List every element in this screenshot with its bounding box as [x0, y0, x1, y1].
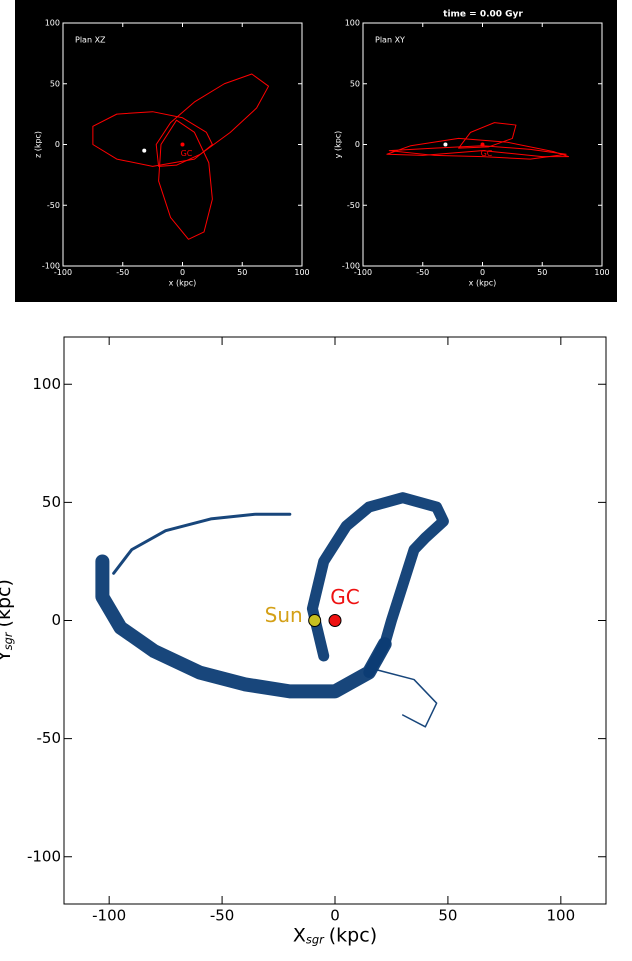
y-tick-label: -100	[342, 262, 360, 271]
stream	[112, 512, 292, 575]
x-tick-label: 100	[594, 268, 609, 277]
top-panel-background	[15, 0, 617, 302]
x-tick-label: 100	[547, 907, 576, 925]
x-axis-label-part: (kpc)	[329, 924, 377, 946]
orbit	[158, 119, 213, 240]
x-axis-label: x (kpc)	[469, 278, 497, 287]
marker	[443, 142, 448, 147]
y-tick-label: 100	[32, 375, 61, 393]
time-annotation: time = 0.00 Gyr	[443, 10, 523, 20]
y-axis-label: y (kpc)	[334, 131, 343, 159]
marker	[308, 614, 322, 627]
y-tick-label: 50	[350, 79, 360, 88]
y-axis-label-part: (kpc)	[0, 579, 15, 627]
orbit	[388, 145, 567, 160]
y-axis-label-part: sgr	[1, 631, 15, 650]
marker-label: Sun	[265, 603, 303, 627]
x-tick-label: -50	[416, 268, 429, 277]
x-axis-label-part: X	[293, 924, 306, 946]
marker	[142, 148, 147, 153]
x-tick-label: 50	[438, 907, 457, 925]
x-tick-label: -100	[92, 907, 126, 925]
stream	[95, 554, 392, 699]
marker	[180, 142, 185, 147]
y-tick-label: 0	[355, 140, 360, 149]
x-tick-label: 100	[294, 268, 309, 277]
stream	[368, 667, 438, 728]
y-tick-label: 50	[42, 493, 61, 511]
stream	[306, 492, 449, 678]
y-tick-label: 100	[45, 19, 60, 28]
y-tick-label: 0	[55, 140, 60, 149]
y-tick-label: 100	[345, 19, 360, 28]
x-tick-label: 0	[180, 268, 185, 277]
x-axis-label: x (kpc)	[169, 278, 197, 287]
y-tick-label: 0	[51, 611, 61, 629]
orbit	[386, 137, 570, 158]
x-tick-label: 0	[330, 907, 340, 925]
y-tick-label: -100	[27, 847, 61, 865]
marker	[328, 614, 342, 627]
orbit	[458, 122, 517, 149]
x-axis-label-part: sgr	[306, 932, 325, 946]
x-tick-label: -50	[210, 907, 235, 925]
panel-title: Plan XZ	[75, 36, 106, 45]
y-axis-label: Ysgr (kpc)	[0, 579, 15, 663]
y-tick-label: -50	[347, 201, 360, 210]
x-tick-label: 50	[537, 268, 547, 277]
y-tick-label: 50	[50, 79, 60, 88]
y-tick-label: -50	[37, 729, 62, 747]
y-tick-label: -50	[47, 201, 60, 210]
x-tick-label: -50	[116, 268, 129, 277]
marker-label: GC	[481, 149, 493, 158]
y-tick-label: -100	[42, 262, 60, 271]
panel-title: Plan XY	[375, 36, 405, 45]
x-axis-label: Xsgr (kpc)	[293, 924, 377, 946]
y-axis-label-part: Y	[0, 650, 15, 663]
x-tick-label: -100	[354, 268, 372, 277]
y-axis-label: z (kpc)	[34, 131, 43, 158]
marker	[480, 142, 485, 147]
marker-label: GC	[330, 585, 359, 609]
orbit	[155, 73, 270, 167]
x-tick-label: 0	[480, 268, 485, 277]
marker-label: GC	[181, 149, 193, 158]
x-tick-label: -100	[54, 268, 72, 277]
x-tick-label: 50	[237, 268, 247, 277]
